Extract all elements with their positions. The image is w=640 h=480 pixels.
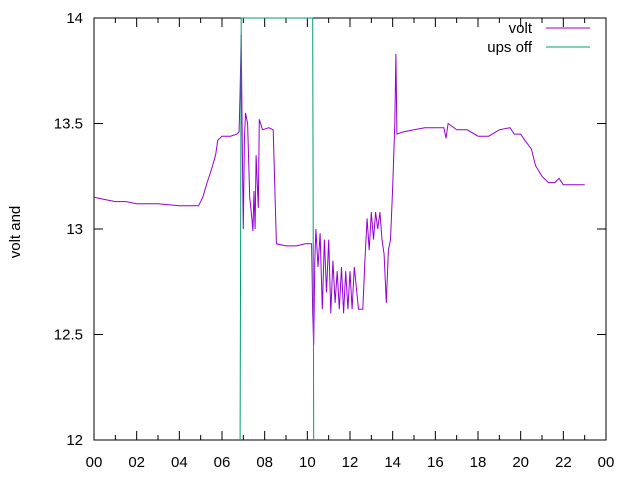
plot-frame — [93, 17, 607, 441]
series-line-volt — [93, 34, 585, 346]
y-axis-title: volt and — [7, 206, 24, 259]
legend: volt ups off — [487, 20, 590, 56]
y-tick-label: 13.5 — [54, 116, 83, 133]
x-tick-label: 02 — [128, 454, 145, 471]
legend-label-volt: volt — [509, 20, 533, 37]
legend-label-ups-off: ups off — [487, 39, 533, 56]
y-tick-label: 12 — [66, 432, 83, 449]
x-tick-label: 08 — [256, 454, 273, 471]
x-tick-label: 14 — [384, 454, 401, 471]
axis-ticks — [93, 17, 607, 441]
x-tick-labels: 00 02 04 06 08 10 12 14 16 18 20 22 00 — [86, 454, 615, 471]
y-tick-label: 13 — [66, 221, 83, 238]
x-tick-label: 10 — [299, 454, 316, 471]
y-tick-labels: 12 12.5 13 13.5 14 — [54, 10, 83, 449]
x-tick-label: 06 — [214, 454, 231, 471]
series-line-ups-off — [239, 17, 315, 441]
x-tick-label: 04 — [171, 454, 188, 471]
y-tick-label: 12.5 — [54, 327, 83, 344]
x-tick-label: 00 — [598, 454, 615, 471]
x-tick-label: 16 — [427, 454, 444, 471]
x-tick-label: 22 — [555, 454, 572, 471]
y-tick-label: 14 — [66, 10, 83, 27]
x-tick-label: 20 — [512, 454, 529, 471]
x-tick-label: 18 — [470, 454, 487, 471]
series-lines — [93, 17, 585, 441]
x-tick-label: 12 — [342, 454, 359, 471]
x-tick-label: 00 — [86, 454, 103, 471]
